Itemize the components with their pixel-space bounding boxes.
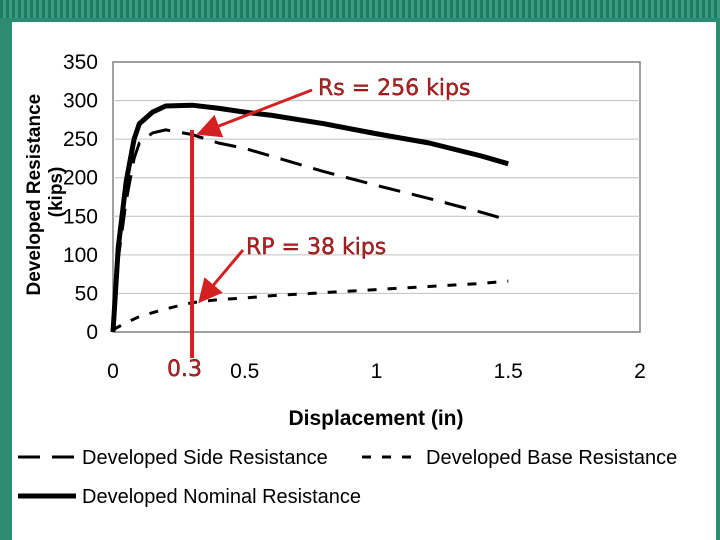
annotations: Rs = 256 kips RP = 38 kips 0.3 <box>167 76 471 382</box>
slide-top-bar <box>0 0 720 18</box>
series-line <box>111 128 509 333</box>
x-tick-label: 0.5 <box>230 360 259 383</box>
marker-annotation-label: 0.3 <box>167 357 202 382</box>
y-tick-label: 250 <box>63 128 98 151</box>
y-tick-labels: 0 50 100 150 200 250 300 350 <box>63 51 98 344</box>
rp-arrow <box>198 249 245 304</box>
series-line <box>110 102 509 333</box>
x-tick-labels: 0 0.5 1 1.5 2 <box>107 360 646 383</box>
y-tick-label: 150 <box>63 205 98 228</box>
series-lines <box>110 102 509 333</box>
y-tick-label: 350 <box>63 51 98 74</box>
legend-label: Developed Side Resistance <box>82 447 328 469</box>
y-tick-label: 300 <box>63 90 98 113</box>
y-tick-label: 100 <box>63 244 98 267</box>
rs-arrow <box>196 88 313 138</box>
legend-label: Developed Nominal Resistance <box>82 486 361 508</box>
y-tick-label: 0 <box>86 321 98 344</box>
legend-label: Developed Base Resistance <box>426 447 677 469</box>
gridlines <box>113 100 640 294</box>
rs-annotation-label: Rs = 256 kips <box>318 76 470 101</box>
x-tick-label: 2 <box>634 360 646 383</box>
x-tick-label: 1.5 <box>494 360 523 383</box>
x-axis-title: Displacement (in) <box>288 407 463 430</box>
y-tick-label: 50 <box>75 282 98 305</box>
series-line <box>112 279 509 332</box>
y-axis-title: Developed Resistance (kips) <box>24 89 67 296</box>
y-tick-label: 200 <box>63 167 98 190</box>
x-tick-label: 0 <box>107 360 119 383</box>
legend: Developed Side Resistance Developed Base … <box>18 447 677 508</box>
rp-annotation-label: RP = 38 kips <box>246 235 386 260</box>
x-tick-label: 1 <box>371 360 383 383</box>
